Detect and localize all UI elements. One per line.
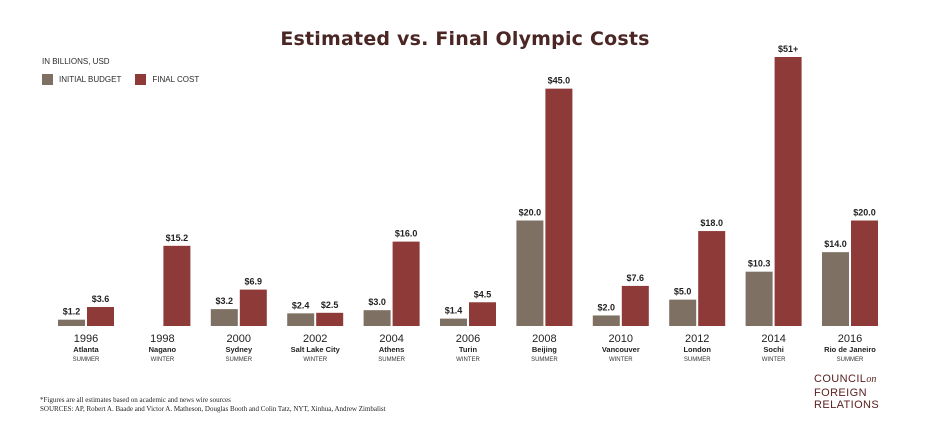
value-label-final-2002: $2.5	[321, 300, 339, 310]
bar-final-1996	[87, 307, 114, 326]
x-tick-city-athens: Athens	[379, 345, 404, 354]
bar-initial-2014	[745, 271, 773, 326]
x-tick-city-sochi: Sochi	[763, 345, 783, 354]
chart-title: Estimated vs. Final Olympic Costs	[280, 28, 650, 50]
value-label-final-2008: $45.0	[548, 76, 571, 86]
footnote: *Figures are all estimates based on acad…	[40, 396, 386, 414]
logo-word-foreign: FOREIGN	[814, 386, 867, 399]
value-label-initial-2016: $14.0	[824, 239, 847, 249]
legend-swatch-initial-budget	[42, 74, 53, 85]
logo-word-on: on	[866, 374, 877, 385]
value-label-final-2016: $20.0	[853, 208, 876, 218]
x-tick-season-2016: SUMMER	[837, 357, 864, 363]
bar-final-2012	[698, 231, 726, 326]
value-label-initial-2002: $2.4	[292, 300, 310, 310]
cfr-logo: COUNCILon FOREIGN RELATIONS	[814, 373, 879, 412]
unit-label: IN BILLIONS, USD	[42, 57, 110, 66]
x-tick-year-1998: 1998	[150, 333, 174, 345]
legend: INITIAL BUDGET FINAL COST	[42, 74, 213, 85]
value-label-initial-2012: $5.0	[674, 287, 692, 297]
x-tick-city-nagano: Nagano	[149, 345, 177, 354]
bar-initial-2010	[592, 315, 620, 326]
value-label-initial-2006: $1.4	[445, 306, 463, 316]
x-tick-year-2004: 2004	[379, 333, 403, 345]
x-tick-year-2008: 2008	[532, 333, 556, 345]
bar-initial-2004	[363, 310, 391, 326]
x-tick-year-2002: 2002	[303, 333, 327, 345]
x-tick-season-2008: SUMMER	[531, 357, 558, 363]
value-label-final-2006: $4.5	[474, 289, 492, 299]
x-tick-season-2004: SUMMER	[378, 357, 405, 363]
x-tick-season-2014: WINTER	[762, 357, 786, 363]
x-tick-year-2010: 2010	[609, 333, 633, 345]
bar-initial-2006	[440, 318, 467, 326]
x-tick-season-2006: WINTER	[456, 357, 480, 363]
legend-swatch-final-cost	[135, 74, 147, 85]
x-tick-city-turin: Turin	[459, 345, 478, 354]
x-tick-season-2010: WINTER	[609, 357, 633, 363]
footnote-note: *Figures are all estimates based on acad…	[40, 396, 231, 404]
x-tick-season-2012: SUMMER	[684, 357, 711, 363]
x-tick-year-1996: 1996	[74, 333, 98, 345]
logo-word-council: COUNCIL	[814, 373, 867, 385]
value-label-initial-1996: $1.2	[63, 307, 81, 317]
x-tick-city-atlanta: Atlanta	[73, 345, 99, 354]
x-tick-city-beijing: Beijing	[532, 345, 557, 354]
value-label-initial-2008: $20.0	[519, 208, 542, 218]
bar-initial-1996	[58, 319, 85, 326]
x-tick-year-2000: 2000	[227, 333, 251, 345]
value-label-final-2010: $7.6	[627, 273, 645, 283]
legend-label-initial-budget: INITIAL BUDGET	[59, 75, 122, 84]
bar-final-2004	[392, 241, 420, 326]
x-tick-season-1998: WINTER	[151, 357, 175, 363]
x-tick-year-2012: 2012	[685, 333, 709, 345]
value-label-initial-2010: $2.0	[598, 302, 616, 312]
bar-final-2016	[851, 220, 878, 326]
value-label-final-1996: $3.6	[92, 294, 110, 304]
value-label-initial-2000: $3.2	[216, 296, 234, 306]
bar-initial-2012	[669, 299, 697, 326]
logo-word-relations: RELATIONS	[814, 399, 880, 411]
legend-label-final-cost: FINAL COST	[152, 75, 200, 84]
value-label-final-2014: $51+	[778, 44, 798, 54]
x-tick-season-2000: SUMMER	[225, 357, 252, 363]
bar-final-2000	[239, 289, 267, 326]
bar-initial-2008	[516, 220, 544, 326]
value-label-initial-2014: $10.3	[748, 259, 771, 269]
x-tick-year-2014: 2014	[761, 333, 785, 345]
bar-final-2002	[316, 312, 344, 326]
x-tick-city-london: London	[683, 345, 711, 354]
x-tick-season-2002: WINTER	[303, 357, 327, 363]
x-tick-city-salt-lake-city: Salt Lake City	[291, 345, 341, 354]
bar-initial-2000	[210, 309, 238, 326]
x-tick-city-sydney: Sydney	[225, 345, 253, 354]
value-label-initial-2004: $3.0	[368, 297, 386, 307]
bar-final-2006	[469, 302, 496, 326]
bar-final-2010	[621, 285, 649, 326]
x-tick-city-vancouver: Vancouver	[602, 345, 640, 354]
footnote-sources: SOURCES: AP, Robert A. Baade and Victor …	[40, 405, 386, 413]
bar-initial-2016	[822, 252, 849, 326]
value-label-final-1998: $15.2	[166, 233, 189, 243]
x-tick-season-1996: SUMMER	[73, 357, 100, 363]
bar-final-2014	[774, 57, 802, 326]
bar-initial-2002	[287, 313, 315, 326]
x-tick-city-rio-de-janeiro: Rio de Janeiro	[824, 345, 876, 354]
value-label-final-2004: $16.0	[395, 229, 418, 239]
x-tick-year-2006: 2006	[456, 333, 480, 345]
bar-final-2008	[545, 88, 573, 326]
value-label-final-2012: $18.0	[700, 218, 723, 228]
bar-final-1998	[163, 245, 191, 326]
value-label-final-2000: $6.9	[245, 277, 263, 287]
x-tick-year-2016: 2016	[838, 333, 862, 345]
